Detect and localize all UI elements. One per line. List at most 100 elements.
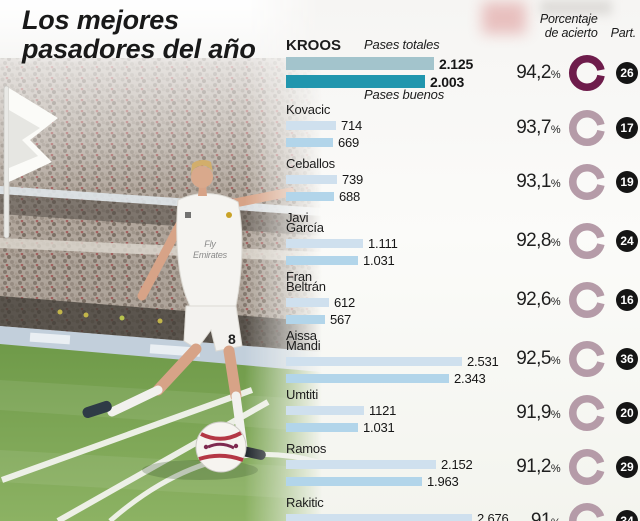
accuracy-ring-icon	[568, 163, 606, 200]
player-name: Rakitic	[286, 495, 324, 510]
accuracy-ring-icon	[568, 222, 606, 259]
good-passes-bar	[286, 75, 425, 88]
page-title: Los mejores pasadores del año	[22, 6, 256, 64]
good-passes-value: 669	[338, 135, 360, 150]
total-passes-bar	[286, 460, 436, 469]
good-passes-bar	[286, 192, 334, 201]
good-passes-value: 1.963	[427, 474, 459, 489]
accuracy-percentage: 91%	[530, 509, 561, 521]
accuracy-percentage: 91,2%	[516, 455, 560, 477]
accuracy-ring-icon	[568, 54, 606, 92]
total-passes-value: 1121	[369, 403, 397, 418]
total-passes-bar	[286, 57, 434, 70]
total-passes-bar	[286, 357, 462, 366]
player-rows: KROOS 2.125 2.003 94,2% 26 Kovacic 714	[286, 36, 638, 521]
total-passes-bar	[286, 514, 472, 521]
shirt-sponsor-line1: Fly	[204, 239, 216, 249]
chart-header: Porcentaje de acierto Part.	[540, 12, 636, 40]
player-row: Ramos 2.152 1.963 91,2% 29	[286, 441, 638, 489]
accuracy-percentage: 92,8%	[516, 229, 560, 251]
good-passes-bar	[286, 374, 449, 383]
accuracy-percentage: 93,1%	[516, 170, 560, 192]
player-name: Ceballos	[286, 156, 335, 171]
player-name: Javi García	[286, 210, 324, 235]
title-line1: Los mejores	[22, 5, 179, 35]
total-passes-bar	[286, 298, 329, 307]
accuracy-ring-icon	[568, 502, 606, 521]
player-name: Ramos	[286, 441, 327, 456]
good-passes-value: 688	[339, 189, 361, 204]
player-row: Fran Beltrán 612 567 92,6% 16	[286, 269, 638, 327]
player-name: Aissa Mandi	[286, 328, 321, 353]
passing-chart: Porcentaje de acierto Part. Pases totale…	[284, 0, 638, 521]
total-passes-value: 714	[341, 118, 363, 133]
appearances-badge: 19	[616, 170, 638, 193]
total-passes-value: 2.125	[439, 55, 474, 72]
total-passes-bar	[286, 175, 337, 184]
player-name: Kovacic	[286, 102, 331, 117]
player-row: KROOS 2.125 2.003 94,2% 26	[286, 36, 638, 92]
total-passes-value: 739	[342, 172, 364, 187]
stadium-sign-blur	[482, 2, 526, 34]
appearances-badge: 26	[616, 62, 638, 84]
accuracy-ring-icon	[568, 448, 606, 485]
pitch	[0, 344, 322, 521]
player-row: Aissa Mandi 2.531 2.343 92,5% 36	[286, 328, 638, 386]
good-passes-value: 2.343	[454, 371, 486, 386]
player-row: Rakitic 2.676 2.436 91% 34	[286, 495, 638, 521]
ball-icon	[195, 421, 247, 473]
appearances-badge: 34	[616, 509, 638, 521]
total-passes-value: 1.111	[368, 236, 398, 251]
corner-flag	[3, 85, 58, 239]
player-figure: Fly Emirates 8	[82, 159, 295, 460]
shorts-number: 8	[228, 331, 236, 347]
good-passes-value: 2.003	[430, 73, 465, 90]
accuracy-percentage: 92,6%	[516, 288, 560, 310]
player-row: Ceballos 739 688 93,1% 19	[286, 156, 638, 204]
good-passes-value: 567	[330, 312, 352, 327]
player-row: Umtiti 1121 1.031 91,9% 20	[286, 387, 638, 435]
appearances-badge: 17	[616, 116, 638, 139]
good-passes-value: 1.031	[363, 253, 395, 268]
total-passes-bar	[286, 239, 363, 248]
total-passes-bar	[286, 121, 336, 130]
appearances-badge: 24	[616, 229, 638, 252]
stadium-roof-blur	[540, 0, 612, 15]
player-name: Fran Beltrán	[286, 269, 326, 294]
player-name: Umtiti	[286, 387, 319, 402]
accuracy-ring-icon	[568, 281, 606, 318]
shirt-sponsor-line2: Emirates	[193, 250, 228, 260]
total-passes-value: 2.531	[467, 354, 499, 369]
good-passes-bar	[286, 477, 422, 486]
good-passes-bar	[286, 256, 358, 265]
header-porcentaje: Porcentaje de acierto	[539, 12, 598, 40]
accuracy-percentage: 93,7%	[516, 116, 560, 138]
accuracy-ring-icon	[568, 394, 606, 431]
player-row: Javi García 1.111 1.031 92,8% 24	[286, 210, 638, 268]
legend-total-passes: Pases totales	[364, 37, 440, 52]
player-row: Kovacic 714 669 93,7% 17	[286, 102, 638, 150]
total-passes-value: 2.152	[441, 457, 473, 472]
appearances-badge: 20	[616, 401, 638, 424]
stadium-scene: Fly Emirates 8	[0, 0, 322, 521]
player-name: KROOS	[286, 36, 342, 54]
accuracy-percentage: 92,5%	[516, 347, 560, 369]
appearances-badge: 36	[616, 347, 638, 370]
good-passes-value: 1.031	[363, 420, 395, 435]
legend-good-passes: Pases buenos	[364, 87, 444, 102]
appearances-badge: 16	[616, 288, 638, 311]
accuracy-percentage: 94,2%	[516, 62, 560, 83]
good-passes-bar	[286, 138, 333, 147]
title-line2: pasadores del año	[22, 34, 256, 64]
player-photo: Fly Emirates 8	[0, 0, 322, 521]
accuracy-ring-icon	[568, 340, 606, 377]
total-passes-value: 612	[334, 295, 356, 310]
header-part: Part.	[610, 26, 637, 40]
total-passes-bar	[286, 406, 364, 415]
accuracy-ring-icon	[568, 109, 606, 146]
good-passes-bar	[286, 423, 358, 432]
total-passes-value: 2.676	[477, 511, 509, 521]
good-passes-bar	[286, 315, 325, 324]
appearances-badge: 29	[616, 455, 638, 478]
